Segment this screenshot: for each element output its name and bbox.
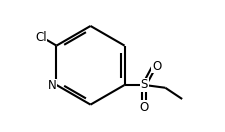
Text: O: O [151,60,160,72]
Text: N: N [48,79,56,92]
Text: S: S [140,78,147,91]
Text: O: O [139,101,148,114]
Text: Cl: Cl [35,31,47,44]
